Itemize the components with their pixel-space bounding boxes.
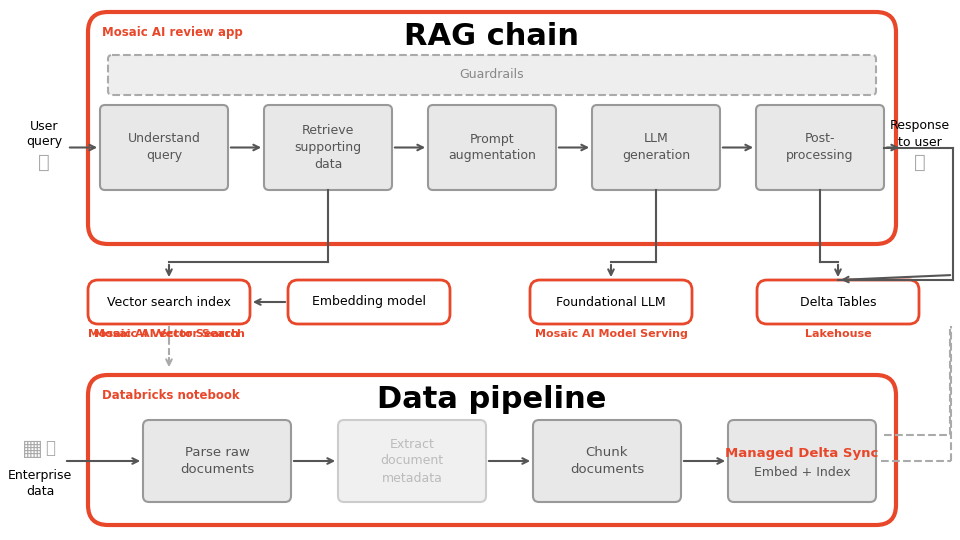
Text: Databricks notebook: Databricks notebook [102, 389, 240, 402]
Text: 📄: 📄 [45, 439, 55, 457]
Text: Managed Delta Sync: Managed Delta Sync [726, 447, 878, 460]
Text: 👥: 👥 [38, 152, 50, 172]
FancyBboxPatch shape [757, 280, 919, 324]
Text: Embed + Index: Embed + Index [754, 467, 851, 480]
FancyBboxPatch shape [592, 105, 720, 190]
Text: Embedding model: Embedding model [312, 295, 426, 308]
Text: Parse raw
documents: Parse raw documents [180, 446, 254, 476]
FancyBboxPatch shape [88, 12, 896, 244]
Text: Retrieve
supporting
data: Retrieve supporting data [295, 124, 362, 171]
Text: Prompt
augmentation: Prompt augmentation [448, 132, 536, 163]
Text: Lakehouse: Lakehouse [804, 329, 872, 339]
FancyBboxPatch shape [88, 375, 896, 525]
FancyBboxPatch shape [88, 280, 250, 324]
Text: Foundational LLM: Foundational LLM [556, 295, 666, 308]
Text: Delta Tables: Delta Tables [800, 295, 876, 308]
Text: Understand
query: Understand query [128, 132, 201, 163]
Text: Post-
processing: Post- processing [786, 132, 853, 163]
FancyBboxPatch shape [100, 105, 228, 190]
Text: ▦: ▦ [21, 439, 42, 459]
FancyBboxPatch shape [428, 105, 556, 190]
FancyBboxPatch shape [108, 55, 876, 95]
FancyBboxPatch shape [288, 280, 450, 324]
Text: Extract
document
metadata: Extract document metadata [380, 437, 444, 484]
Text: Mosaic AI Vector Search: Mosaic AI Vector Search [93, 329, 245, 339]
FancyBboxPatch shape [728, 420, 876, 502]
Text: Mosaic AI Model Serving: Mosaic AI Model Serving [535, 329, 687, 339]
FancyBboxPatch shape [338, 420, 486, 502]
Text: Vector search index: Vector search index [108, 295, 231, 308]
Text: Mosaic AI review app: Mosaic AI review app [102, 26, 243, 39]
Text: Chunk
documents: Chunk documents [570, 446, 644, 476]
FancyBboxPatch shape [533, 420, 681, 502]
Text: Enterprise
data: Enterprise data [8, 469, 72, 498]
FancyBboxPatch shape [264, 105, 392, 190]
Text: LLM
generation: LLM generation [622, 132, 690, 163]
Text: RAG chain: RAG chain [404, 22, 580, 51]
Text: Response
to user: Response to user [890, 119, 950, 148]
Text: Guardrails: Guardrails [460, 69, 524, 82]
FancyBboxPatch shape [530, 280, 692, 324]
Text: Data pipeline: Data pipeline [377, 385, 607, 414]
Text: Mosaic AI Vector Search: Mosaic AI Vector Search [88, 329, 239, 339]
Text: 👥: 👥 [914, 152, 925, 172]
FancyBboxPatch shape [143, 420, 291, 502]
FancyBboxPatch shape [756, 105, 884, 190]
Text: User
query: User query [26, 119, 62, 148]
